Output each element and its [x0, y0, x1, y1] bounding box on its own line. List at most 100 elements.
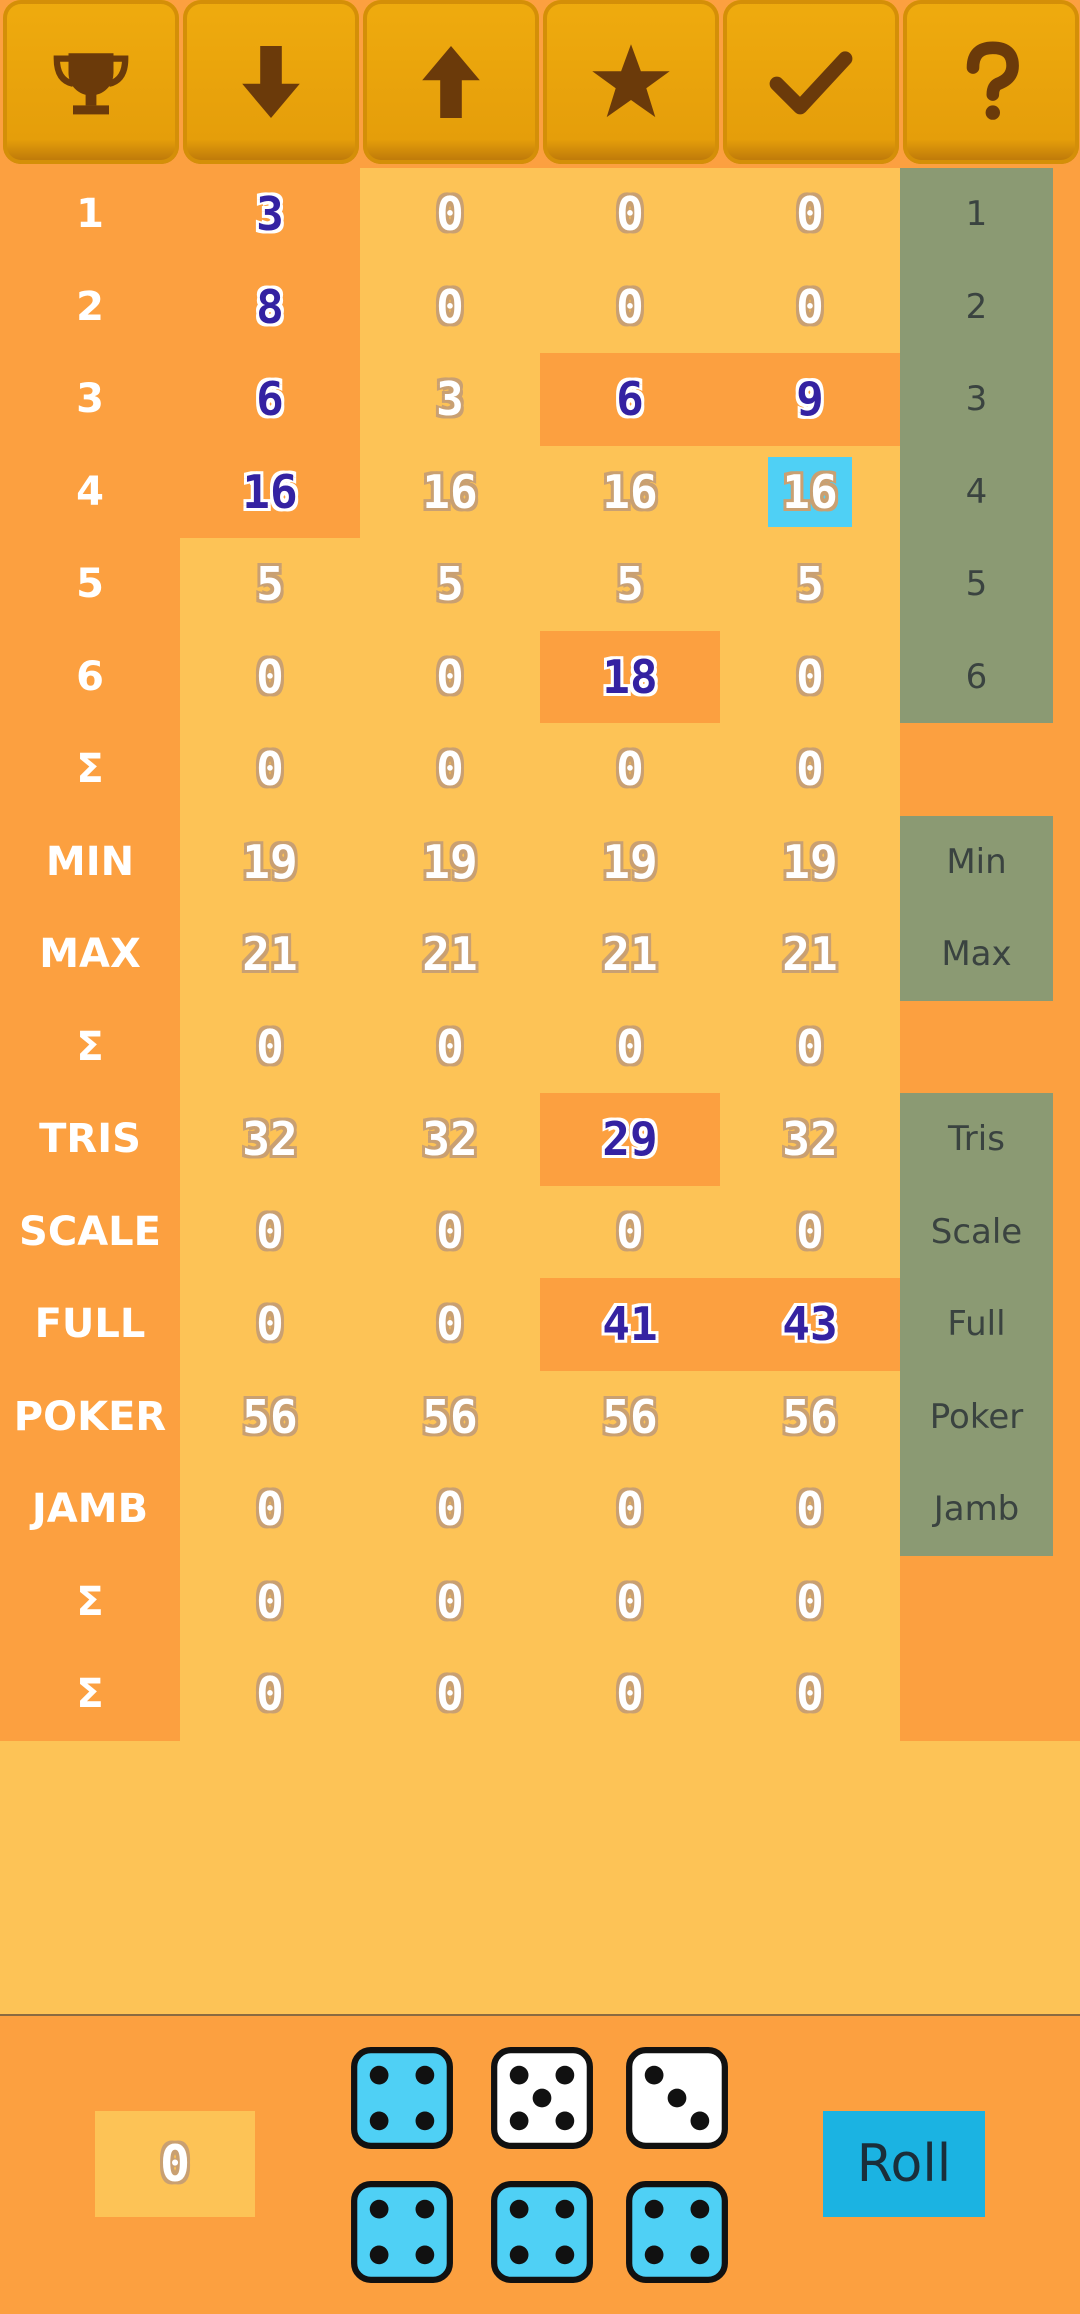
score-cell[interactable]: 3 — [360, 353, 540, 446]
score-cell[interactable]: 0 — [720, 1001, 900, 1094]
score-cell[interactable]: 19 — [720, 816, 900, 909]
score-value: 0 — [436, 1574, 464, 1629]
score-cell[interactable]: 6 — [540, 353, 720, 446]
score-cell[interactable]: 0 — [360, 1648, 540, 1741]
score-cell[interactable]: 32 — [360, 1093, 540, 1186]
right-margin — [1053, 168, 1080, 1741]
score-cell[interactable]: 19 — [360, 816, 540, 909]
roll-button[interactable]: Roll — [823, 2111, 985, 2217]
column-toolbar — [0, 0, 1080, 168]
score-cell[interactable]: 0 — [180, 1648, 360, 1741]
score-value: 18 — [602, 649, 658, 704]
score-cell[interactable]: 0 — [720, 261, 900, 354]
score-cell[interactable]: 5 — [180, 538, 360, 631]
row-label: 2 — [0, 260, 180, 353]
score-cell[interactable]: 41 — [540, 1278, 720, 1371]
score-cell[interactable]: 0 — [720, 1556, 900, 1649]
die-6[interactable] — [625, 2180, 729, 2284]
score-cell[interactable]: 0 — [540, 1186, 720, 1279]
score-cell[interactable]: 0 — [180, 1463, 360, 1556]
score-cell[interactable]: 0 — [360, 723, 540, 816]
score-cell[interactable]: 3 — [180, 168, 360, 261]
announce-column-button[interactable] — [723, 0, 899, 164]
score-cell[interactable]: 0 — [720, 723, 900, 816]
score-value: 0 — [256, 742, 284, 797]
score-row: 4 16 16 16 16 4 — [0, 445, 1080, 539]
score-cell[interactable]: 0 — [360, 261, 540, 354]
score-cell[interactable]: 32 — [720, 1093, 900, 1186]
right-label — [900, 1555, 1053, 1648]
score-cell[interactable]: 21 — [720, 908, 900, 1001]
score-value: 29 — [602, 1112, 658, 1167]
score-cell[interactable]: 0 — [540, 168, 720, 261]
score-cell[interactable]: 32 — [180, 1093, 360, 1186]
score-cell[interactable]: 21 — [180, 908, 360, 1001]
die-2[interactable] — [490, 2046, 594, 2150]
right-label: Scale — [900, 1185, 1053, 1278]
score-cell[interactable]: 56 — [720, 1371, 900, 1464]
die-3[interactable] — [625, 2046, 729, 2150]
score-cell[interactable]: 0 — [180, 1556, 360, 1649]
score-cell[interactable]: 0 — [540, 261, 720, 354]
score-cell[interactable]: 6 — [180, 353, 360, 446]
score-value: 0 — [796, 1204, 824, 1259]
score-cell[interactable]: 16 — [360, 446, 540, 539]
score-cell[interactable]: 16 — [180, 445, 360, 538]
score-cell[interactable]: 29 — [540, 1093, 720, 1186]
score-cell[interactable]: 0 — [360, 1186, 540, 1279]
score-cell[interactable]: 0 — [720, 1648, 900, 1741]
downward-column-button[interactable] — [183, 0, 359, 164]
score-cell[interactable]: 18 — [540, 630, 720, 723]
die-1[interactable] — [350, 2046, 454, 2150]
score-cell[interactable]: 0 — [720, 168, 900, 261]
score-cell[interactable]: 0 — [540, 1556, 720, 1649]
score-cell[interactable]: 0 — [540, 1001, 720, 1094]
score-cell[interactable]: 0 — [540, 1463, 720, 1556]
score-value: 3 — [256, 187, 284, 242]
score-cell[interactable]: 21 — [360, 908, 540, 1001]
die-5[interactable] — [490, 2180, 594, 2284]
score-cell[interactable]: 0 — [360, 1278, 540, 1371]
score-cell[interactable]: 56 — [180, 1371, 360, 1464]
score-value: 0 — [796, 1667, 824, 1722]
row-label: Σ — [0, 1000, 180, 1093]
score-cell[interactable]: 0 — [360, 631, 540, 724]
score-cell[interactable]: 19 — [540, 816, 720, 909]
score-cell[interactable]: 0 — [540, 723, 720, 816]
score-cell[interactable]: 0 — [540, 1648, 720, 1741]
score-cell[interactable]: 21 — [540, 908, 720, 1001]
score-cell[interactable]: 0 — [360, 1556, 540, 1649]
score-cell[interactable]: 0 — [180, 1001, 360, 1094]
score-cell[interactable]: 0 — [720, 631, 900, 724]
score-value: 0 — [616, 187, 644, 242]
score-cell[interactable]: 56 — [540, 1371, 720, 1464]
score-cell[interactable]: 0 — [720, 1463, 900, 1556]
score-value: 0 — [616, 742, 644, 797]
score-cell[interactable]: 16 — [540, 446, 720, 539]
score-cell[interactable]: 5 — [360, 538, 540, 631]
score-cell[interactable]: 0 — [360, 168, 540, 261]
score-cell[interactable]: 0 — [180, 1186, 360, 1279]
score-cell[interactable]: 0 — [180, 631, 360, 724]
score-cell[interactable]: 43 — [720, 1278, 900, 1371]
score-cell[interactable]: 0 — [360, 1001, 540, 1094]
free-column-button[interactable] — [543, 0, 719, 164]
die-4[interactable] — [350, 2180, 454, 2284]
trophy-button[interactable] — [3, 0, 179, 164]
score-cell[interactable]: 16 — [720, 446, 900, 539]
score-cell[interactable]: 56 — [360, 1371, 540, 1464]
score-cell[interactable]: 0 — [180, 723, 360, 816]
score-value: 0 — [436, 1019, 464, 1074]
score-cell[interactable]: 5 — [720, 538, 900, 631]
score-cell[interactable]: 0 — [720, 1186, 900, 1279]
arrow-down-icon — [242, 46, 300, 118]
score-cell[interactable]: 0 — [360, 1463, 540, 1556]
score-cell[interactable]: 8 — [180, 260, 360, 353]
score-cell[interactable]: 0 — [180, 1278, 360, 1371]
help-button[interactable] — [903, 0, 1079, 164]
score-cell[interactable]: 5 — [540, 538, 720, 631]
score-cell[interactable]: 9 — [720, 353, 900, 446]
score-cell[interactable]: 19 — [180, 816, 360, 909]
upward-column-button[interactable] — [363, 0, 539, 164]
score-value: 32 — [782, 1112, 838, 1167]
